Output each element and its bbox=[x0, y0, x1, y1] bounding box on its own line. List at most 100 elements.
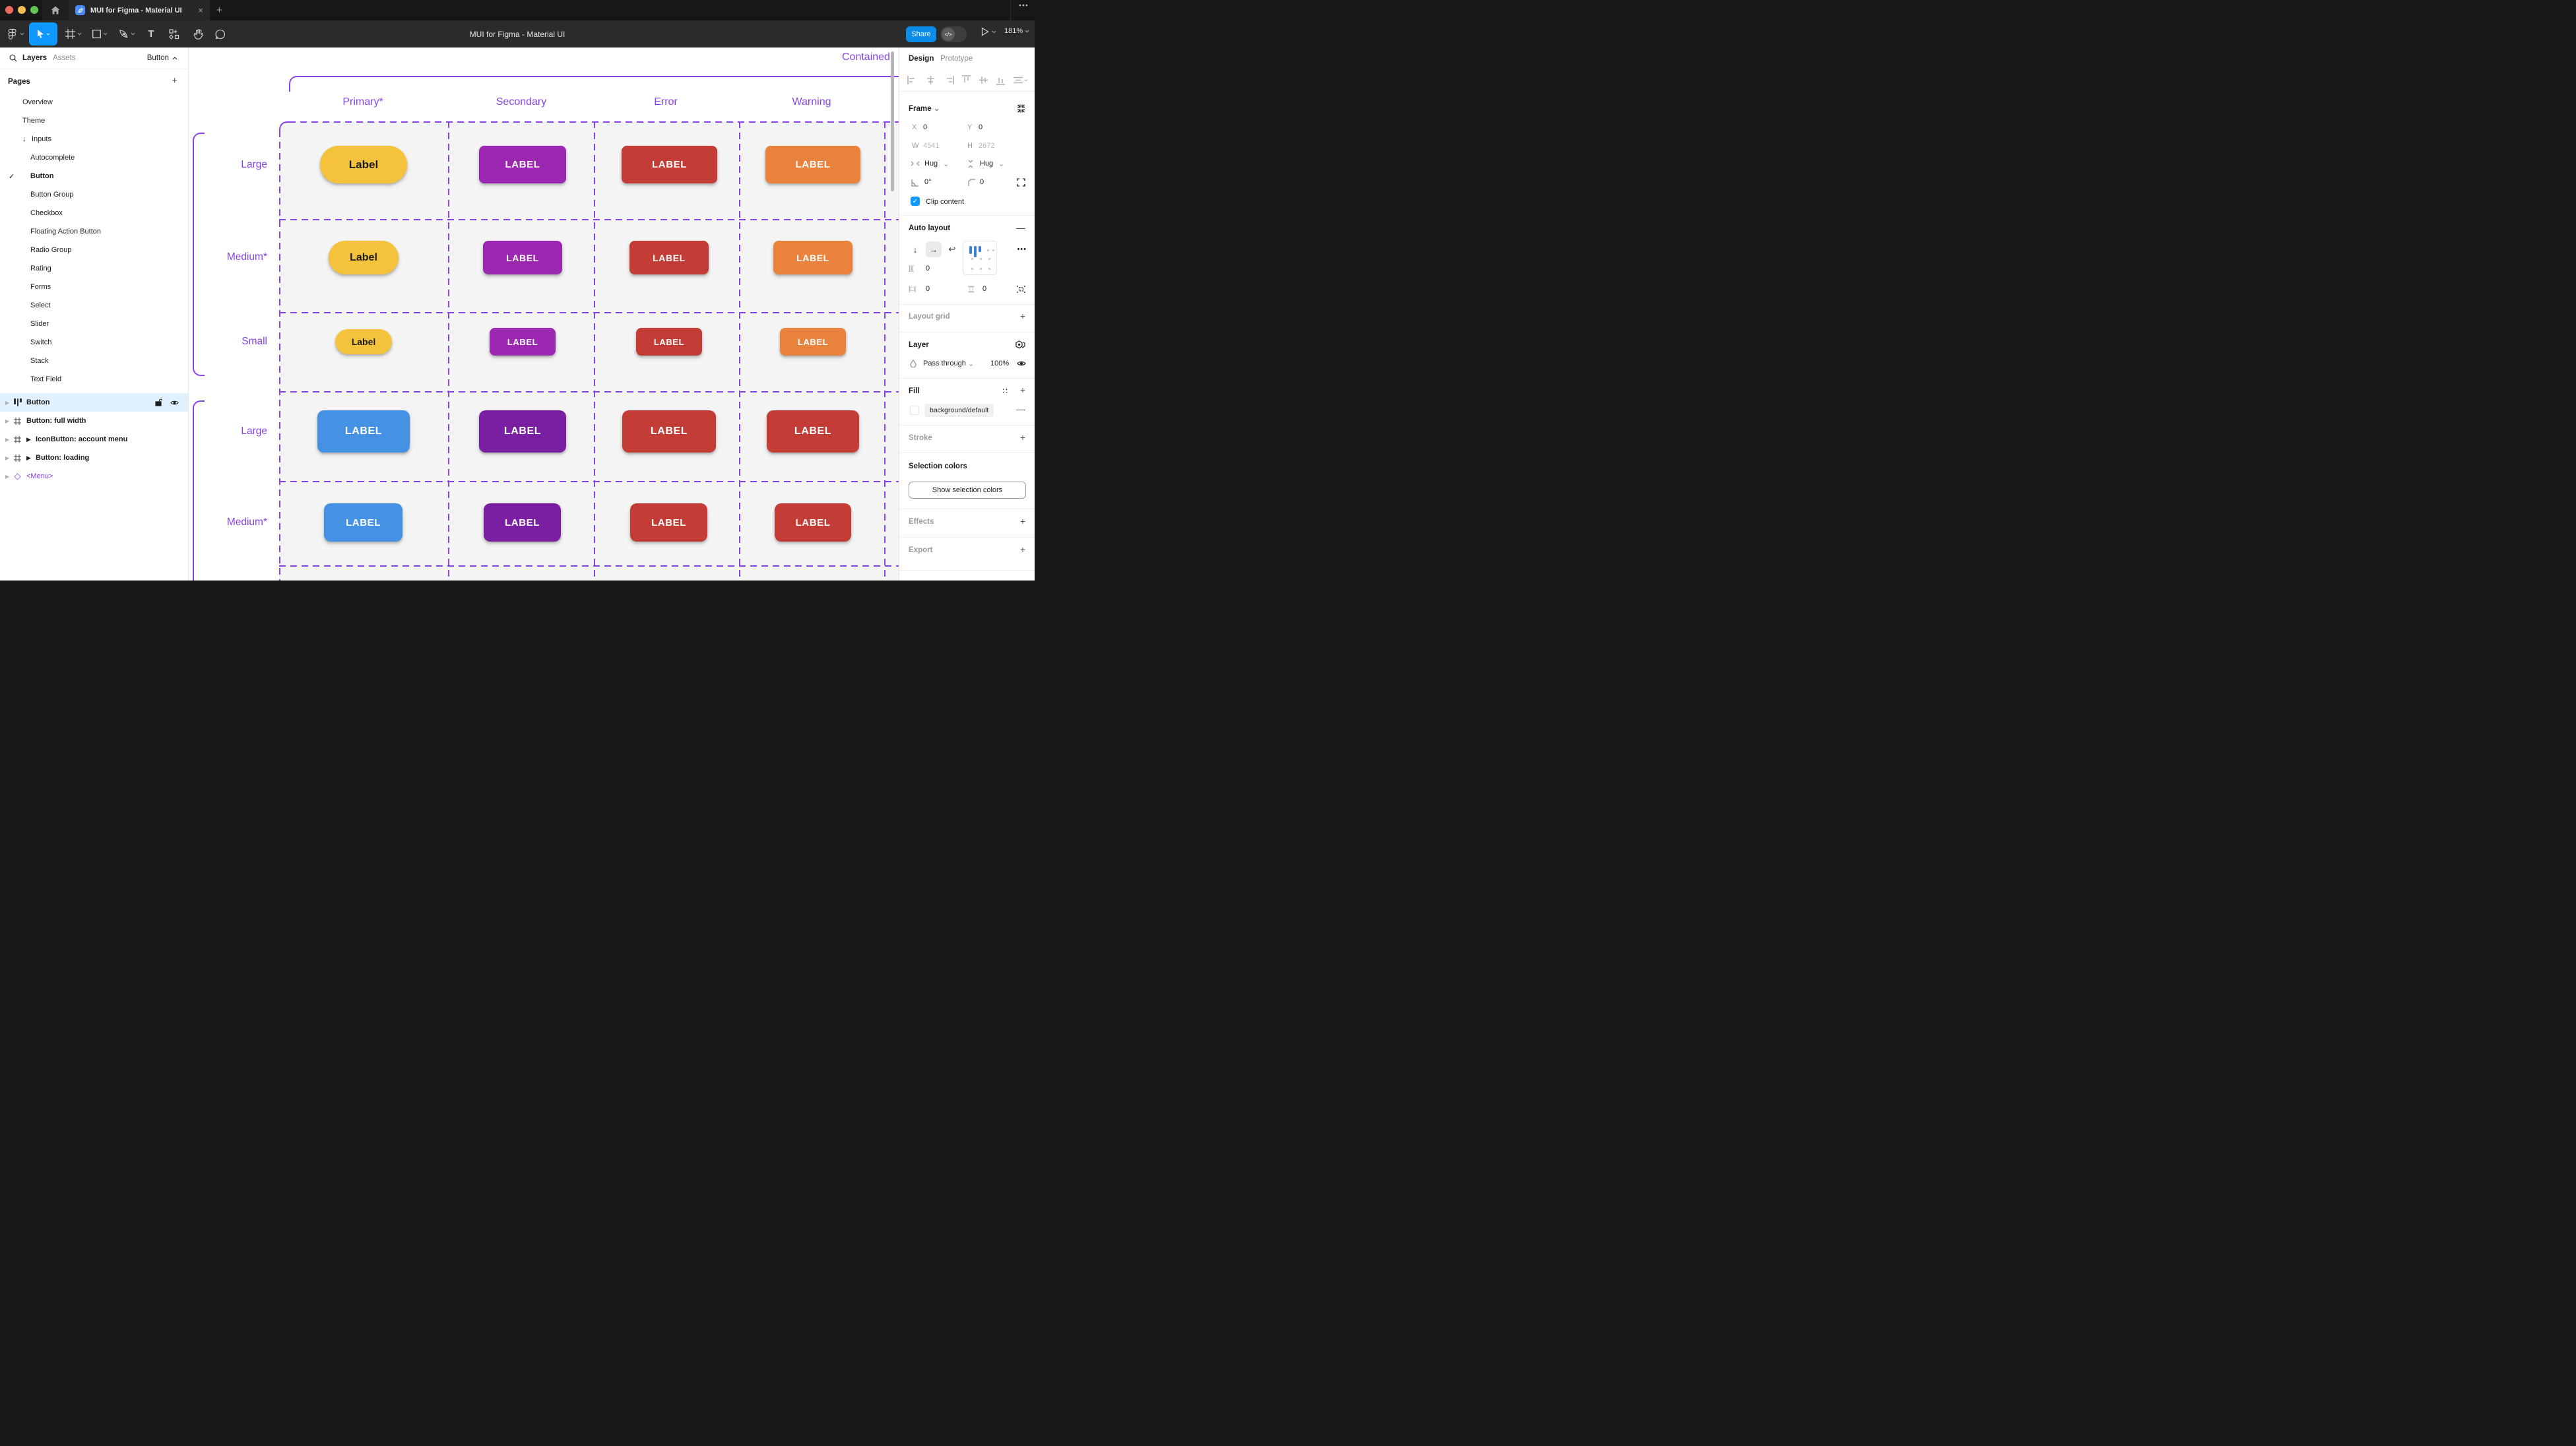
auto-layout-more-icon[interactable]: ••• bbox=[1017, 245, 1027, 253]
button-sample-error-medium-3[interactable]: LABEL bbox=[775, 503, 851, 542]
eye-icon[interactable] bbox=[170, 400, 179, 406]
add-effect-button[interactable]: + bbox=[1019, 516, 1025, 526]
layer-row-button-loading[interactable]: ▶ ▶ Button: loading bbox=[5, 454, 90, 462]
gap-value[interactable]: 0 bbox=[926, 265, 930, 272]
fill-styles-icon[interactable]: ∷ bbox=[1002, 387, 1008, 396]
fill-style-chip[interactable]: background/default bbox=[924, 404, 994, 417]
layer-row-button[interactable]: ▶ Button bbox=[0, 393, 188, 412]
button-sample-secondary-medium[interactable]: LABEL bbox=[483, 241, 562, 274]
canvas-vertical-scrollbar[interactable] bbox=[891, 51, 894, 191]
file-tab[interactable]: MUI for Figma - Material UI × bbox=[69, 0, 210, 20]
page-item-checkbox[interactable]: Checkbox bbox=[30, 209, 63, 217]
disclosure-triangle-icon[interactable]: ▶ bbox=[5, 473, 10, 480]
dev-mode-toggle[interactable]: </> bbox=[940, 26, 967, 42]
button-sample-secondary-small[interactable]: LABEL bbox=[490, 328, 556, 356]
independent-corners-icon[interactable] bbox=[1017, 178, 1025, 187]
auto-layout-alignment-widget[interactable] bbox=[963, 241, 997, 275]
page-item-button-group[interactable]: Button Group bbox=[30, 191, 74, 199]
remove-fill-button[interactable]: — bbox=[1016, 404, 1025, 414]
button-sample-blue-medium[interactable]: LABEL bbox=[324, 503, 402, 542]
layer-row-button-full-width[interactable]: ▶ Button: full width bbox=[5, 417, 86, 425]
page-item-overview[interactable]: Overview bbox=[22, 98, 53, 106]
text-tool-button[interactable]: T bbox=[148, 28, 154, 40]
page-item-autocomplete[interactable]: Autocomplete bbox=[30, 154, 75, 162]
add-page-button[interactable]: + bbox=[172, 75, 177, 86]
unlock-icon[interactable] bbox=[155, 398, 162, 406]
vertical-padding-value[interactable]: 0 bbox=[982, 285, 987, 293]
button-sample-deep-purple-medium[interactable]: LABEL bbox=[484, 503, 561, 542]
button-sample-primary-small[interactable]: Label bbox=[335, 329, 392, 354]
tab-assets[interactable]: Assets bbox=[53, 54, 76, 62]
layout-direction-vertical-icon[interactable]: ↓ bbox=[913, 244, 918, 255]
button-sample-deep-purple-large[interactable]: LABEL bbox=[479, 410, 566, 453]
main-menu-button[interactable] bbox=[5, 20, 25, 47]
fill-color-swatch[interactable] bbox=[910, 406, 919, 415]
align-top-icon[interactable] bbox=[962, 75, 971, 85]
button-sample-warning-small[interactable]: LABEL bbox=[780, 328, 846, 356]
page-item-slider[interactable]: Slider bbox=[30, 320, 49, 328]
button-sample-warning-large[interactable]: LABEL bbox=[765, 146, 860, 183]
search-icon[interactable] bbox=[9, 54, 17, 62]
disclosure-triangle-icon[interactable]: ▶ bbox=[5, 399, 10, 406]
layer-row-menu-instance[interactable]: ▶ <Menu> bbox=[5, 472, 53, 480]
add-export-button[interactable]: + bbox=[1019, 544, 1025, 555]
collapse-panel-icon[interactable] bbox=[1017, 104, 1025, 113]
pen-tool-button[interactable] bbox=[117, 20, 137, 47]
frame-title[interactable]: Contained bbox=[842, 51, 890, 63]
zoom-window-button[interactable] bbox=[30, 6, 38, 14]
layer-row-iconbutton-account-menu[interactable]: ▶ ▶ IconButton: account menu bbox=[5, 435, 128, 443]
present-button[interactable] bbox=[981, 27, 989, 36]
button-sample-error-large-2[interactable]: LABEL bbox=[622, 410, 716, 453]
shape-tool-button[interactable] bbox=[90, 20, 110, 47]
rotation-value[interactable]: 0° bbox=[924, 178, 932, 186]
page-item-select[interactable]: Select bbox=[30, 301, 51, 309]
layer-visibility-eye-icon[interactable] bbox=[1017, 360, 1026, 367]
resources-tool-button[interactable] bbox=[166, 20, 182, 47]
remove-auto-layout-button[interactable]: — bbox=[1016, 222, 1025, 233]
page-item-theme[interactable]: Theme bbox=[22, 117, 46, 125]
horizontal-padding-value[interactable]: 0 bbox=[926, 285, 930, 293]
align-bottom-icon[interactable] bbox=[996, 75, 1006, 85]
page-item-stack[interactable]: Stack bbox=[30, 357, 49, 365]
tabbar-more-button[interactable] bbox=[1019, 4, 1028, 7]
blend-mode-icon[interactable] bbox=[1015, 340, 1025, 349]
button-sample-secondary-large[interactable]: LABEL bbox=[479, 146, 566, 183]
frame-tool-button[interactable] bbox=[63, 20, 83, 47]
clip-content-checkbox[interactable]: ✓ bbox=[911, 197, 920, 206]
page-item-rating[interactable]: Rating bbox=[30, 265, 51, 272]
hug-horizontal-value[interactable]: Hug bbox=[924, 160, 938, 168]
distribute-more-icon[interactable] bbox=[1013, 77, 1028, 84]
button-sample-blue-large[interactable]: LABEL bbox=[317, 410, 410, 453]
new-tab-button[interactable]: + bbox=[216, 5, 222, 16]
chevron-down-icon[interactable] bbox=[992, 30, 996, 34]
opacity-value[interactable]: 100% bbox=[990, 360, 1010, 367]
independent-padding-icon[interactable] bbox=[1017, 285, 1025, 294]
disclosure-triangle-icon[interactable]: ▶ bbox=[5, 455, 10, 461]
align-horizontal-center-icon[interactable] bbox=[926, 76, 936, 84]
button-sample-error-small[interactable]: LABEL bbox=[636, 328, 702, 356]
frame-section-header[interactable]: Frame ⌄ bbox=[909, 105, 940, 113]
tab-close-icon[interactable]: × bbox=[198, 5, 203, 15]
zoom-menu[interactable]: 181% bbox=[1004, 27, 1029, 35]
button-sample-primary-large[interactable]: Label bbox=[320, 146, 407, 183]
align-left-icon[interactable] bbox=[907, 76, 917, 84]
page-item-inputs[interactable]: ↓ Inputs bbox=[22, 135, 51, 143]
page-item-switch[interactable]: Switch bbox=[30, 338, 52, 346]
home-button[interactable] bbox=[42, 0, 69, 20]
button-sample-error-large-3[interactable]: LABEL bbox=[767, 410, 859, 453]
align-vertical-center-icon[interactable] bbox=[979, 75, 988, 85]
hug-vertical-value[interactable]: Hug bbox=[980, 160, 994, 168]
canvas[interactable]: Contained Primary* Secondary Error Warni… bbox=[189, 47, 899, 581]
disclosure-triangle-icon[interactable]: ▶ bbox=[5, 436, 10, 443]
button-sample-primary-medium[interactable]: Label bbox=[329, 241, 399, 274]
add-fill-button[interactable]: + bbox=[1019, 385, 1025, 395]
tab-design[interactable]: Design bbox=[909, 55, 934, 63]
add-stroke-button[interactable]: + bbox=[1019, 432, 1025, 443]
corner-radius-value[interactable]: 0 bbox=[980, 178, 984, 186]
page-item-button[interactable]: ✓ Button bbox=[9, 172, 54, 181]
x-value[interactable]: 0 bbox=[923, 123, 928, 131]
add-layout-grid-button[interactable]: + bbox=[1019, 311, 1025, 321]
minimize-window-button[interactable] bbox=[18, 6, 26, 14]
layout-wrap-icon[interactable]: ↩ bbox=[948, 244, 956, 254]
share-button[interactable]: Share bbox=[906, 26, 936, 42]
